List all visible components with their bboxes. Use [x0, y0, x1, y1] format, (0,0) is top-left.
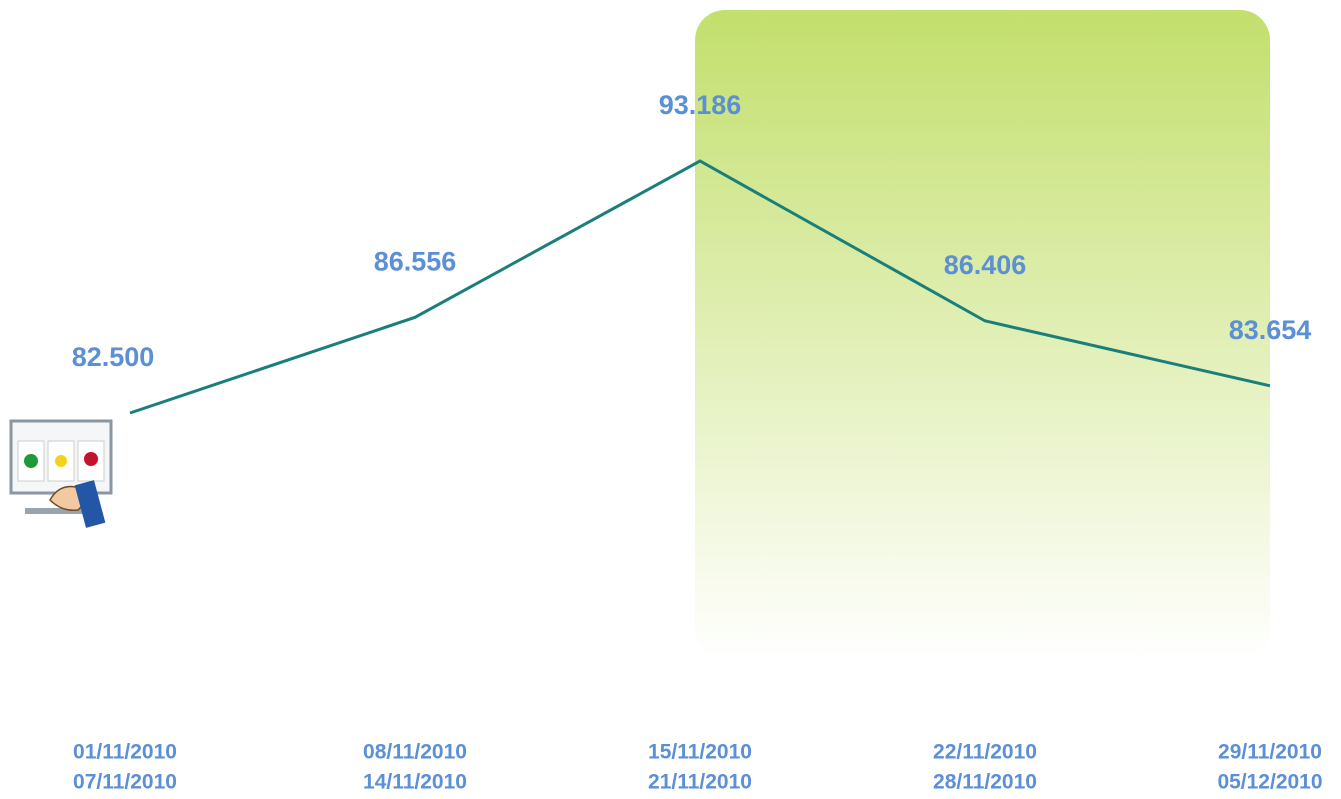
x-tick-label: 22/11/2010: [933, 741, 1037, 764]
data-label: 83.654: [1229, 315, 1312, 345]
monitor-icon: [11, 421, 111, 528]
x-tick-label: 15/11/2010: [648, 741, 752, 764]
highlight-band: [695, 10, 1270, 660]
x-tick-label: 28/11/2010: [933, 771, 1037, 794]
data-label: 86.556: [374, 246, 457, 276]
x-tick-label: 08/11/2010: [363, 741, 467, 764]
x-tick-label: 21/11/2010: [648, 771, 752, 794]
data-label: 86.406: [944, 250, 1027, 280]
x-tick-label: 14/11/2010: [363, 771, 467, 794]
page: {"chart_data": {"type": "line", "categor…: [0, 0, 1341, 799]
x-tick-label: 29/11/2010: [1218, 741, 1322, 764]
x-tick-label: 05/12/2010: [1217, 771, 1322, 794]
chart: 82.500 01/11/2010 07/11/2010 86.556 08/11/20…: [0, 0, 1341, 799]
x-tick-label: 01/11/2010: [73, 741, 177, 764]
x-tick-label: 07/11/2010: [73, 771, 177, 794]
data-label: 93.186: [659, 90, 742, 120]
data-label: 82.500: [72, 342, 155, 372]
